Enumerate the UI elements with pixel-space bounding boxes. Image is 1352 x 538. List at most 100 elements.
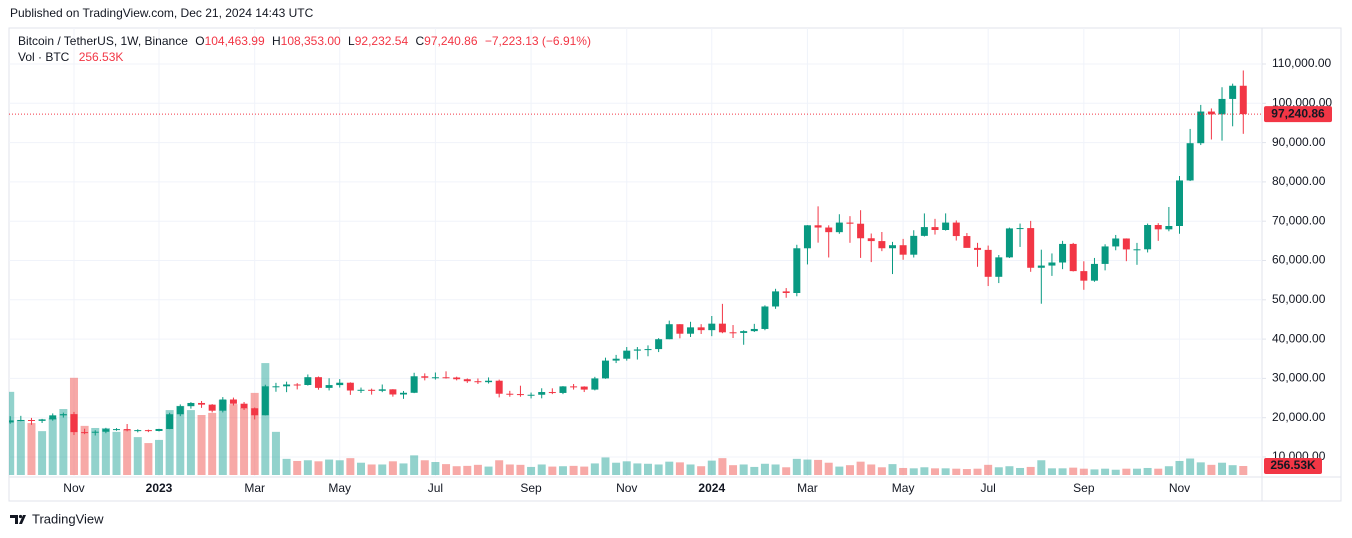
candle-body xyxy=(591,378,599,390)
candle-body xyxy=(134,430,142,432)
candle-body xyxy=(1027,228,1035,268)
axes: 10,000.0020,000.0030,000.0040,000.0050,0… xyxy=(9,56,1332,495)
candle-body xyxy=(974,247,982,250)
volume-bar xyxy=(144,443,153,475)
volume-bar xyxy=(282,458,291,475)
candles xyxy=(9,70,1247,436)
candle-body xyxy=(676,324,684,334)
volume-bar xyxy=(1058,468,1067,475)
x-tick-label: Jul xyxy=(428,481,443,495)
volume-bar xyxy=(867,464,876,475)
volume-bar xyxy=(250,392,259,475)
candle-body xyxy=(91,431,99,433)
candle-body xyxy=(857,223,865,239)
candle-body xyxy=(580,386,588,390)
candle-body xyxy=(825,227,833,233)
legend-ohlc: Bitcoin / TetherUS, 1W, Binance O104,463… xyxy=(18,34,591,48)
candle-body xyxy=(963,236,971,248)
candle-body xyxy=(123,429,131,431)
volume-bar xyxy=(814,459,823,475)
candle-body xyxy=(687,327,695,334)
candle-body xyxy=(633,349,641,351)
legend-key: C xyxy=(415,34,424,48)
grid xyxy=(9,28,1262,477)
y-tick-label: 100,000.00 xyxy=(1272,95,1332,109)
volume-bar xyxy=(824,462,833,475)
volume-bar xyxy=(27,423,36,475)
price-pane xyxy=(9,70,1248,475)
volume-bar xyxy=(665,461,674,475)
volume-bar xyxy=(16,419,25,475)
volume-bar xyxy=(229,404,238,475)
y-tick-label: 20,000.00 xyxy=(1272,410,1326,424)
candle-body xyxy=(400,392,408,395)
volume-bar xyxy=(1207,464,1216,475)
x-tick-label: Jul xyxy=(980,481,995,495)
candle-body xyxy=(952,222,960,237)
candle-body xyxy=(27,419,35,421)
volume-bar xyxy=(718,458,727,475)
candle-body xyxy=(463,379,471,382)
candle-body xyxy=(410,376,418,393)
legend-value: 104,463.99 xyxy=(205,34,265,48)
volume-bar xyxy=(314,461,323,475)
candle-body xyxy=(389,389,397,395)
candle-body xyxy=(113,429,120,431)
volume-bar xyxy=(739,464,748,475)
y-tick-label: 50,000.00 xyxy=(1272,292,1326,306)
volume-bar xyxy=(80,425,89,475)
candle-body xyxy=(378,389,386,391)
volume-bar xyxy=(1196,462,1205,475)
legend-key: L xyxy=(348,34,355,48)
volume-bar xyxy=(367,464,376,475)
candle-body xyxy=(538,392,546,395)
x-tick-label: Nov xyxy=(616,481,637,495)
volume-bar xyxy=(1132,468,1141,475)
x-tick-label: Sep xyxy=(1073,481,1095,495)
volume-bar xyxy=(473,464,482,475)
candle-body xyxy=(283,384,291,387)
candle-body xyxy=(431,377,439,379)
x-tick-label: 2024 xyxy=(698,481,725,495)
volume-bar xyxy=(516,464,525,475)
volume-bar xyxy=(899,467,908,475)
candle-body xyxy=(1016,228,1024,230)
legend-key: H xyxy=(272,34,281,48)
volume-bar xyxy=(495,460,504,475)
candle-body xyxy=(70,414,78,433)
candle-body xyxy=(846,222,854,224)
candle-body xyxy=(251,408,259,416)
candle-body xyxy=(59,414,67,416)
x-tick-label: Nov xyxy=(63,481,84,495)
candle-body xyxy=(1239,85,1247,115)
candle-body xyxy=(1144,225,1152,250)
volume-bar xyxy=(1005,466,1014,475)
volume-bar xyxy=(293,460,302,475)
volume-bar xyxy=(686,464,695,475)
logo-dot xyxy=(18,514,23,519)
volume-bar xyxy=(1090,469,1099,475)
volume-bar xyxy=(452,466,461,475)
candle-body xyxy=(314,377,322,388)
volume-bar xyxy=(1154,468,1163,475)
volume-bar xyxy=(1111,469,1120,475)
volume-bar xyxy=(909,468,918,475)
volume-bar xyxy=(1047,468,1056,475)
volume-bar xyxy=(325,459,334,475)
candle-body xyxy=(1101,246,1109,264)
candle-body xyxy=(442,377,450,379)
candle-body xyxy=(229,399,237,404)
candle-body xyxy=(1229,85,1237,99)
legend-volume-value: 256.53K xyxy=(79,50,124,64)
y-tick-label: 40,000.00 xyxy=(1272,331,1326,345)
y-tick-label: 60,000.00 xyxy=(1272,253,1326,267)
volume-bar xyxy=(537,464,546,475)
candle-body xyxy=(1186,143,1194,181)
volume-bar xyxy=(707,460,716,475)
volume-bar xyxy=(218,399,227,475)
volume-bar xyxy=(101,427,110,475)
volume-bar xyxy=(155,439,164,475)
volume-bar xyxy=(388,461,397,475)
volume-bar xyxy=(1164,466,1173,475)
logo-mark xyxy=(10,515,26,524)
